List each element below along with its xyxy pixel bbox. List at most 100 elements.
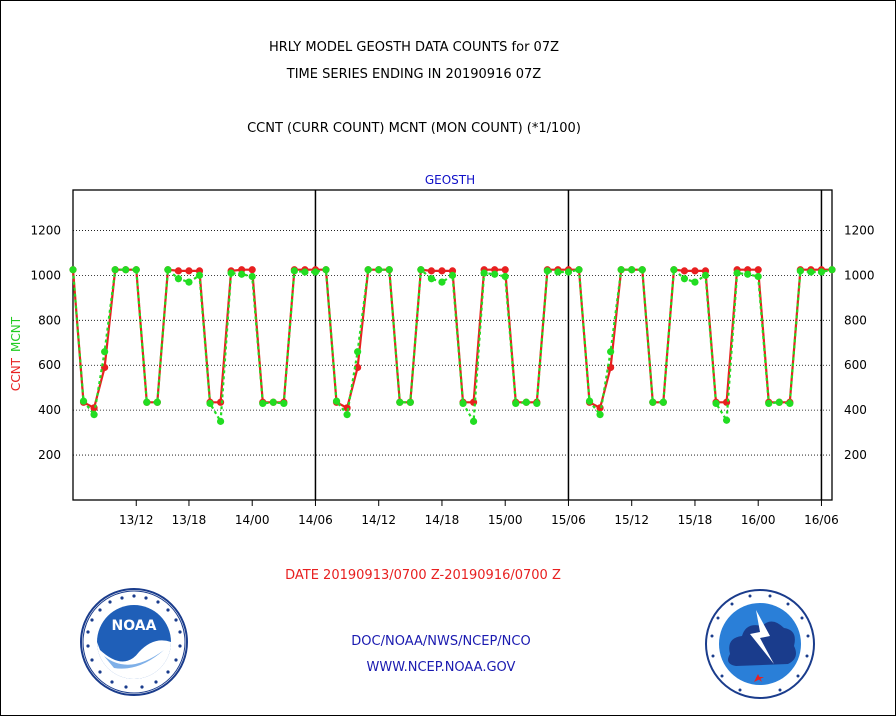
ccnt-point [691, 267, 699, 275]
mcnt-point [269, 398, 277, 406]
mcnt-point [459, 399, 467, 408]
ccnt-point [754, 266, 762, 274]
ccnt-point [216, 398, 225, 406]
mcnt-point [691, 278, 699, 286]
mcnt-point [722, 416, 731, 424]
x-tick-label: 16/06 [804, 513, 839, 527]
x-tick-label: 14/00 [235, 513, 270, 527]
svg-text:NOAA: NOAA [112, 618, 157, 634]
x-tick-label: 14/18 [425, 513, 460, 527]
mcnt-point [206, 399, 214, 408]
y-tick-label-right: 1000 [844, 268, 875, 282]
mcnt-point [354, 348, 362, 356]
svg-text:CCNTMCNT: CCNT MCNT [9, 316, 23, 391]
mcnt-point [680, 275, 689, 283]
mcnt-point [796, 267, 804, 275]
mcnt-point [712, 399, 720, 408]
mcnt-point [406, 398, 414, 406]
mcnt-point [227, 269, 235, 277]
mcnt-point [617, 266, 625, 274]
noaa-logo[interactable]: NOAA [80, 588, 188, 696]
mcnt-point [238, 270, 246, 278]
y-tick-label-right: 1200 [844, 223, 875, 237]
mcnt-point [280, 399, 288, 408]
mcnt-point [554, 268, 562, 276]
mcnt-point [744, 270, 752, 278]
x-tick-label: 14/06 [298, 513, 333, 527]
mcnt-point [807, 268, 815, 276]
mcnt-point [79, 397, 88, 405]
mcnt-point [817, 268, 826, 276]
mcnt-point [543, 267, 551, 275]
ccnt-point [501, 266, 509, 274]
panel-label: GEOSTH [425, 173, 475, 187]
mcnt-point [132, 266, 140, 274]
mcnt-point [649, 398, 657, 406]
y-tick-label-right: 400 [844, 403, 867, 417]
mcnt-point [501, 272, 509, 281]
mcnt-point [417, 266, 425, 274]
footer-org-link[interactable]: DOC/NOAA/NWS/NCEP/NCO [351, 634, 530, 649]
mcnt-point [638, 266, 646, 274]
date-range-label: DATE 20190913/0700 Z-20190916/0700 Z [285, 568, 561, 583]
mcnt-point [311, 268, 320, 276]
mcnt-point [754, 272, 762, 281]
mcnt-point [101, 348, 109, 356]
series-mcnt [69, 266, 836, 426]
mcnt-point [480, 269, 488, 277]
mcnt-line [71, 267, 833, 426]
mcnt-point [701, 271, 710, 279]
ccnt-point [174, 267, 183, 275]
mcnt-point [90, 411, 98, 419]
y-tick-labels: 200 200 400 400 600 600 800 800 1000 1000 1200 1200 [30, 223, 874, 462]
mcnt-point [786, 399, 794, 408]
chart-title-line3: CCNT (CURR COUNT) MCNT (MON COUNT) (*1/1… [247, 121, 581, 136]
y-tick-label-left: 1000 [30, 268, 61, 282]
mcnt-point [216, 417, 225, 425]
mcnt-point [248, 272, 256, 281]
mcnt-point [343, 411, 351, 419]
mcnt-point [301, 268, 309, 276]
mcnt-point [153, 398, 161, 406]
x-tick-labels: 13/12 13/18 14/00 14/06 14/12 14/18 15/00 15/06… [119, 500, 839, 527]
mcnt-point [332, 397, 341, 405]
mcnt-point [427, 275, 436, 283]
mcnt-point [533, 399, 541, 408]
mcnt-point [122, 266, 130, 274]
nws-logo[interactable] [705, 589, 815, 699]
mcnt-point [765, 399, 773, 408]
mcnt-point [69, 266, 77, 274]
mcnt-point [322, 266, 330, 274]
mcnt-point [628, 266, 636, 274]
footer-url-link[interactable]: WWW.NCEP.NOAA.GOV [367, 660, 516, 675]
mcnt-point [607, 348, 615, 356]
mcnt-point [111, 266, 119, 274]
x-tick-label: 15/12 [614, 513, 649, 527]
plot-area-border [72, 189, 833, 501]
mcnt-point [396, 398, 404, 406]
mcnt-point [828, 266, 836, 274]
ccnt-point [680, 267, 689, 275]
y-tick-label-right: 200 [844, 448, 867, 462]
ccnt-point [438, 267, 446, 275]
y-tick-label-left: 600 [38, 358, 61, 372]
ccnt-line [71, 268, 832, 410]
x-tick-label: 14/12 [361, 513, 396, 527]
x-tick-label: 15/06 [551, 513, 586, 527]
y-axis-label: CCNT MCNT [9, 316, 23, 391]
mcnt-point [448, 271, 457, 279]
y-tick-label-left: 400 [38, 403, 61, 417]
x-tick-label: 15/00 [488, 513, 523, 527]
mcnt-point [375, 266, 383, 274]
x-tick-label: 15/18 [678, 513, 713, 527]
mcnt-point [290, 267, 298, 275]
mcnt-point [596, 411, 604, 419]
y-tick-label-right: 600 [844, 358, 867, 372]
ccnt-point [427, 267, 436, 275]
mcnt-point [659, 398, 667, 406]
mcnt-point [164, 266, 172, 274]
chart-title-line2: TIME SERIES ENDING IN 20190916 07Z [286, 67, 542, 82]
ccnt-point [354, 363, 362, 372]
mcnt-point [564, 268, 573, 276]
